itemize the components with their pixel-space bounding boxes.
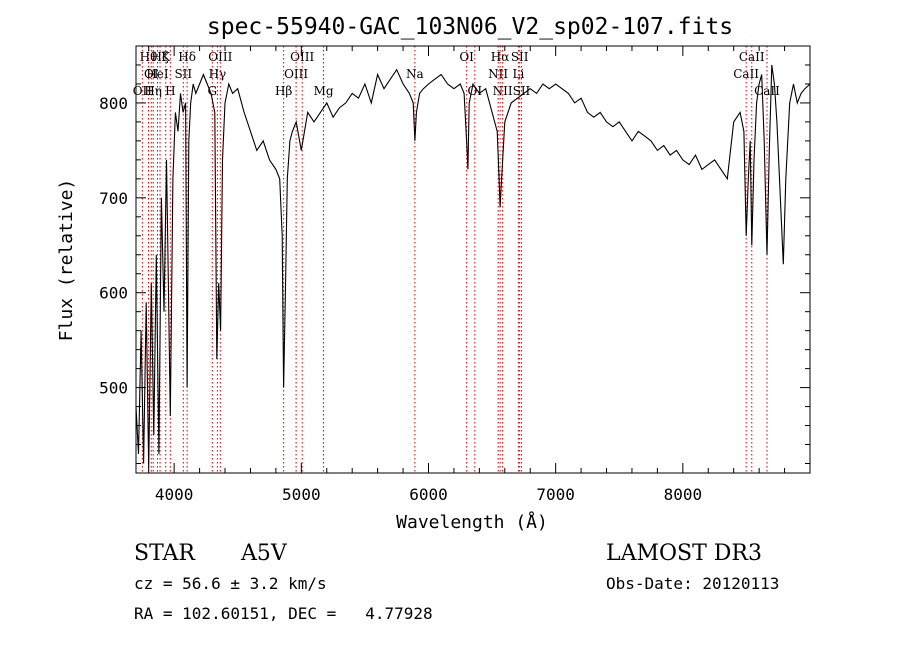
chart-title: spec-55940-GAC_103N06_V2_sp02-107.fits [207,14,733,40]
line-label: CaII [733,67,759,81]
line-label: Na [406,67,424,81]
line-label: NII [493,84,513,98]
x-tick-label: 4000 [155,485,194,504]
line-label: Hα [491,50,510,64]
survey-name: LAMOST DR3 [606,541,762,566]
coordinates: RA = 102.60151, DEC = 4.77928 [134,604,433,623]
y-tick-label: 500 [99,379,128,398]
line-label: OIII [284,67,308,81]
line-label: Li [512,67,524,81]
line-label: OIII [290,50,314,64]
line-label: H [165,84,175,98]
y-tick-label: 700 [99,189,128,208]
line-label: OI [144,67,159,81]
redshift-velocity: cz = 56.6 ± 3.2 km/s [134,574,327,593]
line-label: CaII [754,84,780,98]
y-tick-label: 600 [99,284,128,303]
x-tick-label: 5000 [282,485,321,504]
line-label: OI [459,50,474,64]
line-label: Hη [144,84,162,98]
line-label: Mg [314,84,334,98]
y-axis: 500 600 700 800 [99,64,810,465]
line-label: Hγ [209,67,227,81]
line-label: Hζ [152,50,169,64]
x-axis: 4000 5000 6000 7000 8000 [148,46,786,504]
line-label: SII [511,50,529,64]
object-subclass: A5V [240,541,288,566]
line-label: OII [133,84,153,98]
line-label: K [161,50,171,64]
spectral-line-labels: OII Hθ OI Hη HeI HζK H SII Hδ G Hγ OIII Hβ OIII OIII Mg… [133,50,780,98]
line-label: SII [174,67,192,81]
line-label: Hβ [275,84,292,98]
line-label: OIII [208,50,232,64]
line-label: NII [488,67,508,81]
y-axis-label: Flux (relative) [56,179,77,342]
object-class: STAR [134,541,196,566]
observation-date: Obs-Date: 20120113 [606,574,779,593]
plot-frame [135,45,811,474]
line-label: HeI [146,67,169,81]
line-label: Hθ [140,50,158,64]
x-tick-label: 6000 [409,485,448,504]
line-label: Hδ [178,50,196,64]
line-label: CaII [739,50,765,64]
line-label: G [208,84,218,98]
x-tick-label: 8000 [664,485,703,504]
x-axis-label: Wavelength (Å) [396,511,548,533]
x-tick-label: 7000 [536,485,575,504]
y-tick-label: 800 [99,94,128,113]
spectral-line-markers [141,46,768,473]
spectrum-series-line [135,64,811,469]
line-label: SII [513,84,531,98]
